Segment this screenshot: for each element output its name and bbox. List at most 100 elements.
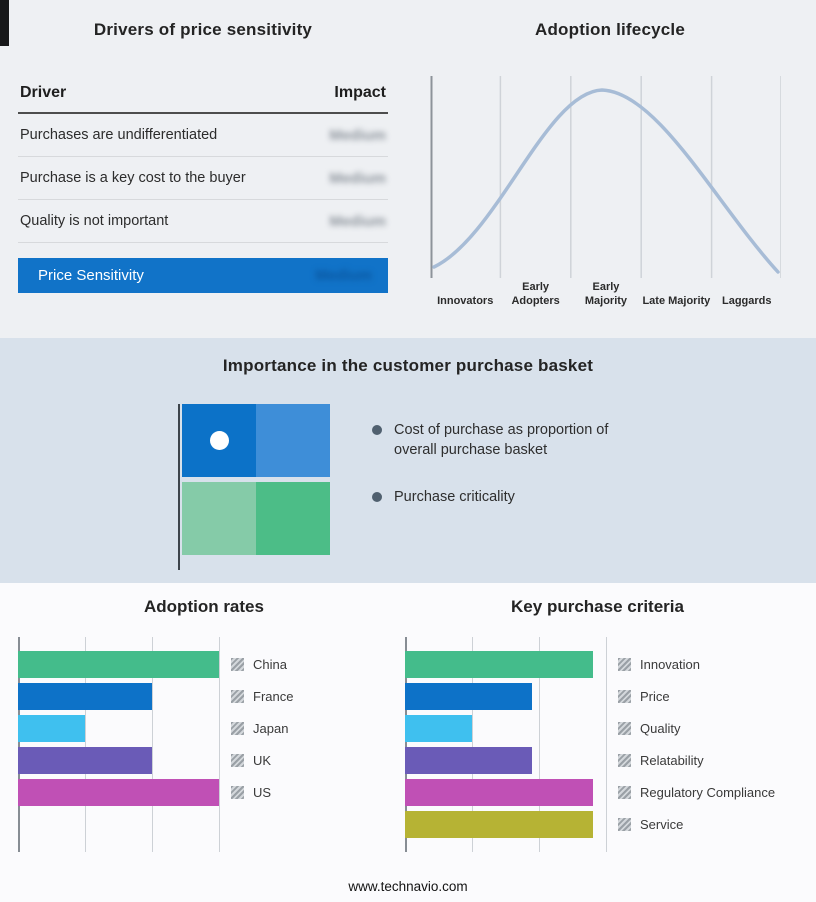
lifecycle-title: Adoption lifecycle	[534, 20, 685, 39]
legend-label: Price	[640, 689, 670, 704]
stage-label-innovators: Innovators	[437, 294, 494, 307]
legend-swatch-icon	[231, 722, 244, 735]
price-sensitivity-label: Price Sensitivity	[38, 267, 144, 284]
table-row: Quality is not important Medium	[18, 200, 388, 243]
y-axis-line	[18, 637, 20, 852]
legend-item: US	[231, 779, 293, 806]
impact-value-blurred: Medium	[329, 169, 386, 187]
legend-item: Quality	[618, 715, 775, 742]
key-purchase-criteria-chart: Key purchase criteria Innovation Price Qua…	[405, 597, 790, 852]
chart-plot	[18, 637, 220, 852]
footer-link[interactable]: www.technavio.com	[348, 879, 468, 894]
legend-swatch-icon	[231, 690, 244, 703]
driver-cell: Purchases are undifferentiated	[20, 127, 218, 143]
driver-cell: Quality is not important	[20, 213, 169, 229]
header-driver: Driver	[20, 84, 67, 101]
stage-label-late-majority: Late Majority	[642, 294, 711, 307]
screen-edge-artifact	[0, 0, 9, 46]
lifecycle-chart	[430, 76, 782, 278]
bars-container	[18, 637, 219, 806]
legend-item: Regulatory Compliance	[618, 779, 775, 806]
legend-swatch-icon	[231, 786, 244, 799]
legend-label: Quality	[640, 721, 681, 736]
adoption-rates-title: Adoption rates	[144, 597, 264, 616]
gridline	[84, 637, 86, 852]
legend-swatch-icon	[618, 786, 631, 799]
legend-label: Japan	[253, 721, 289, 736]
legend-item: France	[231, 683, 293, 710]
bar-uk	[18, 747, 152, 774]
legend-label: Innovation	[640, 657, 700, 672]
legend-label: UK	[253, 753, 272, 768]
quadrant-axis-line	[178, 404, 180, 570]
bullet-item: Purchase criticality	[372, 487, 630, 507]
quadrant-top-right	[256, 404, 330, 477]
bar-us	[18, 779, 219, 806]
legend-item: UK	[231, 747, 293, 774]
impact-value-blurred: Medium	[329, 126, 386, 144]
section-basket: Importance in the customer purchase bask…	[0, 338, 816, 583]
section-bottom: Adoption rates China France Japan UK US Key …	[0, 583, 816, 902]
legend-item: China	[231, 651, 293, 678]
adoption-rates-chart: Adoption rates China France Japan UK US	[18, 597, 390, 852]
bar-regulatory-compliance	[405, 779, 593, 806]
section-top: Drivers of price sensitivity Driver Impa…	[0, 0, 816, 338]
gridline	[606, 637, 607, 852]
legend-item: Service	[618, 811, 775, 838]
legend-label: Relatability	[640, 753, 704, 768]
driver-cell: Purchase is a key cost to the buyer	[20, 170, 246, 186]
bullet-icon	[372, 425, 382, 435]
legend-item: Japan	[231, 715, 293, 742]
gridline	[538, 637, 540, 852]
bar-quality	[405, 715, 472, 742]
lifecycle-panel: Adoption lifecycle Innovators Early Adop…	[430, 20, 790, 309]
bullet-icon	[372, 491, 382, 502]
legend-swatch-icon	[618, 754, 631, 767]
chart-legend: China France Japan UK US	[231, 637, 293, 852]
bar-service	[405, 811, 593, 838]
quadrant-top-left	[182, 404, 256, 477]
bullet-text: Purchase criticality	[394, 488, 515, 505]
legend-label: China	[253, 657, 287, 672]
price-sensitivity-impact-blurred: Medium	[315, 267, 372, 284]
bullet-item: Cost of purchase as proportion of overal…	[372, 420, 630, 461]
table-row: Purchases are undifferentiated Medium	[18, 114, 388, 157]
stage-labels: Innovators Early Adopters Early Majority…	[430, 281, 782, 309]
bar-price	[405, 683, 533, 710]
chart-plot	[405, 637, 607, 852]
bar-innovation	[405, 651, 593, 678]
chart-body: Innovation Price Quality Relatability Regula…	[405, 637, 790, 852]
chart-body: China France Japan UK US	[18, 637, 390, 852]
stage-label-early-majority: Early Majority	[584, 281, 628, 307]
chart-legend: Innovation Price Quality Relatability Regula…	[618, 637, 775, 852]
table-row: Purchase is a key cost to the buyer Medi…	[18, 157, 388, 200]
drivers-panel: Drivers of price sensitivity Driver Impa…	[18, 20, 388, 293]
gridline	[219, 637, 220, 852]
legend-item: Price	[618, 683, 775, 710]
legend-item: Relatability	[618, 747, 775, 774]
bar-japan	[18, 715, 85, 742]
quadrant-chart	[182, 404, 330, 555]
bars-container	[405, 637, 606, 838]
legend-item: Innovation	[618, 651, 775, 678]
price-sensitivity-row: Price Sensitivity Medium	[18, 258, 388, 293]
drivers-panel-title: Drivers of price sensitivity	[93, 20, 313, 39]
bar-relatability	[405, 747, 533, 774]
legend-label: Service	[640, 817, 684, 832]
y-axis-line	[405, 637, 407, 852]
bullet-text: Cost of purchase as proportion of overal…	[394, 422, 609, 459]
lifecycle-curve-path	[432, 88, 780, 274]
legend-swatch-icon	[618, 818, 631, 831]
legend-swatch-icon	[618, 658, 631, 671]
stage-label-laggards: Laggards	[722, 294, 772, 307]
bar-france	[18, 683, 152, 710]
bullet-list: Cost of purchase as proportion of overal…	[372, 420, 630, 533]
bar-china	[18, 651, 219, 678]
lifecycle-svg	[430, 76, 781, 278]
table-header: Driver Impact	[18, 84, 388, 114]
legend-swatch-icon	[618, 722, 631, 735]
key-purchase-criteria-title: Key purchase criteria	[511, 597, 684, 616]
legend-swatch-icon	[231, 658, 244, 671]
legend-label: US	[253, 785, 272, 800]
